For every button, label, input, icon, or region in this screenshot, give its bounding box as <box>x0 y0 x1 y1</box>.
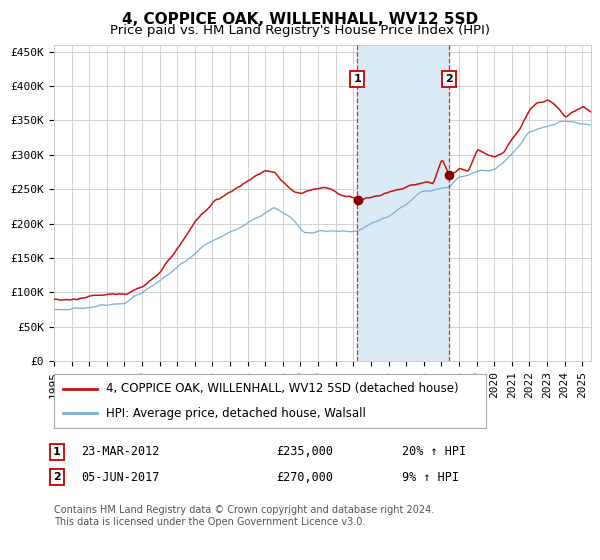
Text: 9% ↑ HPI: 9% ↑ HPI <box>402 470 459 484</box>
Text: 4, COPPICE OAK, WILLENHALL, WV12 5SD: 4, COPPICE OAK, WILLENHALL, WV12 5SD <box>122 12 478 27</box>
Text: 2: 2 <box>53 472 61 482</box>
Text: Contains HM Land Registry data © Crown copyright and database right 2024.
This d: Contains HM Land Registry data © Crown c… <box>54 505 434 527</box>
Text: 1: 1 <box>353 74 361 84</box>
Text: 05-JUN-2017: 05-JUN-2017 <box>81 470 160 484</box>
Text: £235,000: £235,000 <box>276 445 333 459</box>
Text: 23-MAR-2012: 23-MAR-2012 <box>81 445 160 459</box>
Text: £270,000: £270,000 <box>276 470 333 484</box>
Text: 4, COPPICE OAK, WILLENHALL, WV12 5SD (detached house): 4, COPPICE OAK, WILLENHALL, WV12 5SD (de… <box>106 382 458 395</box>
Text: 1: 1 <box>53 447 61 457</box>
Text: HPI: Average price, detached house, Walsall: HPI: Average price, detached house, Wals… <box>106 407 366 419</box>
Text: Price paid vs. HM Land Registry's House Price Index (HPI): Price paid vs. HM Land Registry's House … <box>110 24 490 36</box>
Bar <box>357 45 449 361</box>
Text: 2: 2 <box>445 74 452 84</box>
Text: 20% ↑ HPI: 20% ↑ HPI <box>402 445 466 459</box>
